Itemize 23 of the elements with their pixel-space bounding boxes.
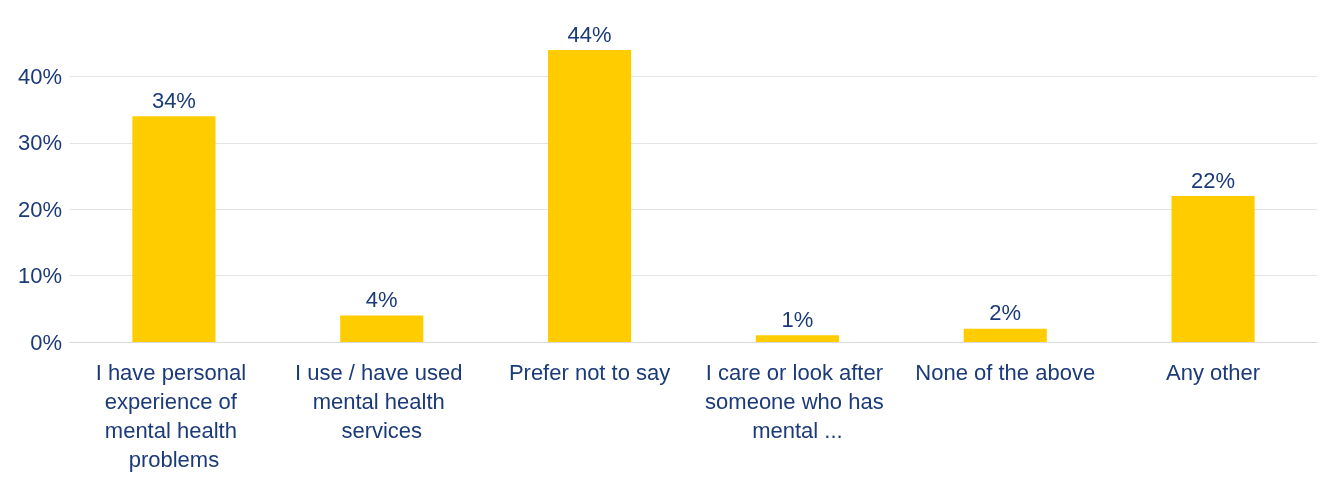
y-tick-label: 0%	[30, 329, 62, 355]
y-tick-label: 30%	[17, 130, 62, 156]
bar	[1171, 196, 1255, 342]
bar	[755, 335, 839, 342]
x-tick-label: I care or look after someone who has mental ...	[705, 360, 890, 443]
data-label: 4%	[365, 286, 398, 312]
x-tick-label: None of the above	[915, 360, 1096, 385]
x-tick-label: Prefer not to say	[508, 360, 671, 385]
data-label: 34%	[151, 87, 196, 113]
data-label: 1%	[781, 306, 814, 332]
bar	[548, 50, 632, 342]
data-label: 44%	[567, 21, 612, 47]
data-label: 22%	[1191, 167, 1236, 193]
bar	[132, 116, 216, 342]
x-tick-label: I use / have used mental health services	[294, 360, 469, 443]
x-tick-label: Any other	[1166, 360, 1261, 385]
y-tick-label: 20%	[17, 196, 62, 222]
x-tick-label: I have personal experience of mental health problems	[95, 360, 253, 472]
y-tick-label: 10%	[17, 263, 62, 289]
data-label: 2%	[989, 300, 1022, 326]
bar	[963, 328, 1047, 342]
bar	[340, 315, 424, 342]
y-tick-label: 40%	[17, 64, 62, 90]
